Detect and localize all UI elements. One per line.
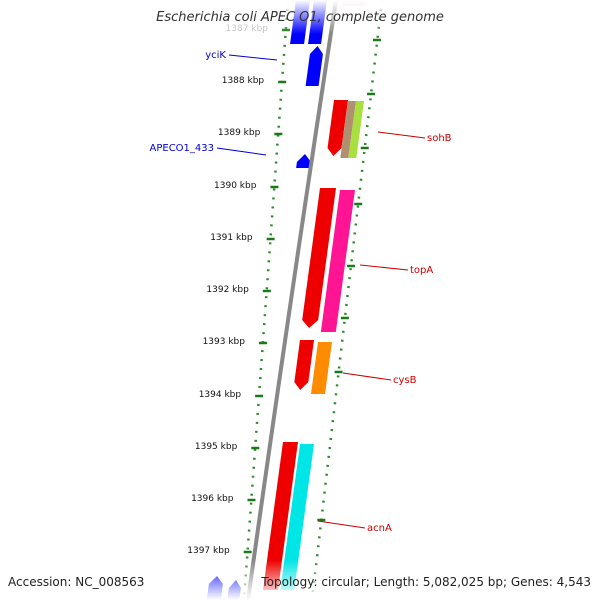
- ruler-label: 1389 kbp: [218, 128, 261, 138]
- ruler-label: 1393 kbp: [203, 337, 246, 347]
- ruler-label: 1395 kbp: [195, 442, 238, 452]
- gene-label-left: APECO1_433: [150, 143, 215, 154]
- leader-line: [342, 372, 392, 381]
- acnA-cog: [280, 444, 314, 590]
- accession-text: Accession: NC_008563: [8, 575, 145, 589]
- gene-label-right: sohB: [427, 133, 452, 144]
- cysB-cog: [310, 342, 332, 394]
- map-title: Escherichia coli APEC O1, complete genom…: [156, 10, 444, 25]
- cysB-gene: [294, 340, 314, 390]
- gene-label-right: topA: [410, 265, 433, 276]
- dotted-guides: [242, 0, 384, 600]
- sohB-gene: [327, 100, 348, 156]
- sohB-cog-1: [340, 101, 356, 158]
- ruler-label: 1388 kbp: [222, 76, 265, 86]
- ruler-label: 1394 kbp: [199, 390, 242, 400]
- ruler-label: 1391 kbp: [210, 233, 253, 243]
- leader-line: [228, 54, 278, 61]
- gene-label-right: acnA: [367, 523, 392, 534]
- gene-label-left: yciK: [205, 50, 226, 61]
- gene-labels: yciK APECO1_433 sohB topA cysB acnA: [150, 50, 452, 534]
- bottom-fade: [0, 560, 600, 600]
- leader-line: [359, 264, 409, 271]
- leader-line: [317, 520, 366, 529]
- sohB-cog-2: [348, 101, 364, 158]
- yciK-gene: [305, 46, 323, 86]
- leader-line: [216, 147, 267, 156]
- ruler-label: 1396 kbp: [191, 494, 234, 504]
- inner-dotted-line: [242, 0, 290, 600]
- ruler-label: 1390 kbp: [214, 181, 257, 191]
- ruler-label: 1397 kbp: [187, 546, 230, 556]
- feature-tracks: [206, 0, 365, 600]
- APECO1_433-gene: [296, 154, 311, 168]
- genome-summary-text: Topology: circular; Length: 5,082,025 bp…: [261, 575, 591, 589]
- ruler-label: 1392 kbp: [206, 285, 249, 295]
- leader-line: [377, 131, 426, 139]
- topA-gene: [302, 188, 336, 328]
- gene-label-right: cysB: [393, 375, 417, 386]
- genome-backbone: [246, 0, 338, 600]
- top-fade: [0, 0, 600, 34]
- outer-dotted-line: [310, 0, 384, 600]
- topA-cog: [320, 190, 355, 332]
- acnA-gene: [263, 442, 298, 590]
